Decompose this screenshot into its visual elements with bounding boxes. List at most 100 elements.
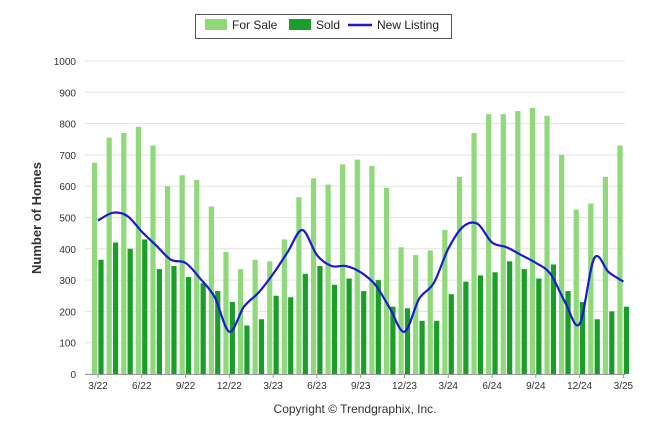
line-new-listing — [97, 211, 625, 333]
bar-sold — [390, 306, 396, 374]
bar-for-sale — [471, 132, 477, 374]
y-tick-label: 600 — [59, 182, 76, 193]
bar-sold — [565, 291, 571, 374]
bar-for-sale — [340, 164, 346, 374]
bar-for-sale — [529, 107, 536, 374]
bar-for-sale — [427, 250, 433, 374]
bar-sold — [127, 248, 133, 374]
bar-sold — [98, 259, 104, 374]
bar-for-sale — [354, 159, 360, 374]
bar-sold — [477, 275, 484, 374]
x-tick-label: 9/24 — [526, 381, 546, 392]
bar-sold — [434, 320, 440, 374]
bar-for-sale — [106, 137, 112, 374]
bar-sold — [142, 239, 148, 374]
bar-sold — [288, 297, 294, 374]
bar-sold — [156, 269, 162, 374]
y-tick-label: 900 — [59, 88, 76, 99]
bar-for-sale — [164, 186, 171, 374]
bar-sold — [171, 266, 177, 374]
bar-for-sale — [515, 111, 521, 374]
bar-sold — [550, 264, 557, 374]
bar-sold — [375, 280, 381, 374]
bar-for-sale — [223, 251, 229, 374]
bar-for-sale — [252, 259, 258, 374]
y-tick-label: 500 — [59, 214, 76, 225]
bar-sold — [258, 319, 265, 374]
bar-sold — [229, 302, 235, 374]
y-axis: 0 100 200 300 400 500 600 700 800 900 1000 — [54, 57, 77, 381]
copyright-footer: Copyright © Trendgraphix, Inc. — [274, 402, 437, 416]
bar-for-sale — [398, 247, 404, 374]
bar-for-sale — [456, 176, 463, 374]
bar-for-sale — [588, 203, 594, 374]
x-tick-label: 6/24 — [482, 381, 502, 392]
bar-sold — [244, 325, 250, 374]
bar-for-sale — [92, 162, 98, 374]
bar-for-sale — [486, 114, 492, 375]
bar-for-sale — [194, 179, 200, 374]
y-tick-label: 0 — [70, 370, 76, 381]
line-series — [97, 211, 625, 333]
bar-sold — [361, 291, 367, 374]
bar-sold — [331, 284, 338, 374]
bar-for-sale — [383, 187, 390, 374]
bar-sold — [623, 306, 630, 374]
legend-label-for-sale: For Sale — [232, 18, 278, 32]
bar-for-sale — [442, 230, 448, 374]
bar-sold — [594, 319, 600, 374]
legend-box — [195, 14, 452, 39]
bar-for-sale — [179, 175, 185, 374]
x-tick-label: 3/22 — [88, 381, 108, 392]
x-tick-label: 3/25 — [614, 381, 634, 392]
bar-for-sale — [500, 114, 506, 375]
bar-for-sale — [617, 145, 623, 374]
bar-for-sale — [325, 184, 331, 374]
legend-swatch-for-sale — [205, 19, 227, 30]
bar-sold — [609, 311, 615, 374]
x-tick-label: 6/23 — [307, 381, 327, 392]
bar-sold — [215, 291, 221, 374]
y-tick-label: 300 — [59, 276, 76, 287]
bar-sold — [580, 302, 586, 374]
bar-for-sale — [281, 239, 287, 374]
y-axis-label: Number of Homes — [29, 162, 44, 274]
bar-for-sale — [237, 269, 244, 374]
bar-for-sale — [602, 176, 609, 374]
x-tick-label: 3/23 — [263, 381, 283, 392]
x-tick-label: 6/22 — [132, 381, 152, 392]
bar-for-sale — [544, 115, 550, 375]
bar-sold — [419, 320, 425, 374]
bar-for-sale — [310, 178, 317, 374]
bar-for-sale — [559, 154, 565, 374]
x-axis: 3/22 6/22 9/22 12/22 3/23 6/23 9/23 12/23 3/24 6/… — [85, 374, 634, 392]
x-tick-label: 9/22 — [176, 381, 196, 392]
y-tick-label: 800 — [59, 120, 76, 131]
x-tick-label: 9/23 — [351, 381, 371, 392]
x-tick-label: 12/22 — [217, 381, 242, 392]
x-tick-label: 12/24 — [567, 381, 592, 392]
bar-sold — [302, 273, 308, 374]
bar-sold — [185, 276, 192, 374]
y-tick-label: 1000 — [54, 57, 77, 68]
x-tick-label: 12/23 — [392, 381, 417, 392]
y-tick-label: 200 — [59, 307, 76, 318]
legend-label-sold: Sold — [316, 18, 340, 32]
bar-sold — [112, 242, 119, 374]
bar-sold — [463, 281, 469, 374]
bar-for-sale — [121, 132, 127, 374]
bar-for-sale — [413, 255, 419, 374]
bar-sold — [317, 266, 323, 374]
bars — [92, 107, 630, 375]
x-tick-label: 3/24 — [439, 381, 459, 392]
legend: For Sale Sold New Listing — [195, 14, 452, 39]
bar-sold — [200, 283, 206, 374]
bar-for-sale — [296, 197, 302, 374]
bar-for-sale — [267, 261, 273, 374]
legend-swatch-sold — [289, 19, 311, 30]
bar-for-sale — [573, 209, 579, 374]
bar-sold — [492, 272, 498, 374]
bar-sold — [507, 261, 513, 374]
